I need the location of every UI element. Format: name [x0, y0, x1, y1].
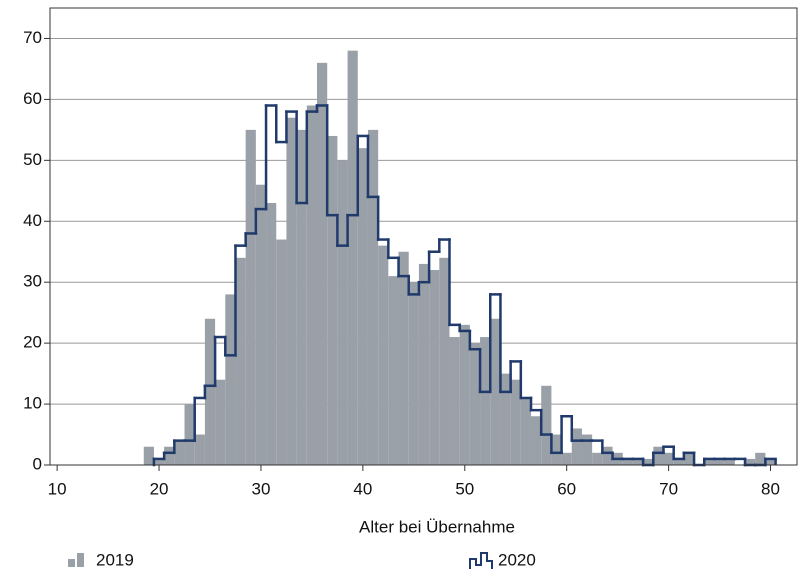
histogram-bar [367, 129, 379, 465]
histogram-bar [755, 452, 766, 465]
histogram-bar [266, 202, 277, 465]
histogram-bar [480, 337, 491, 465]
histogram-bar [225, 294, 236, 465]
histogram-bar [571, 428, 582, 465]
y-tick-label: 30 [23, 272, 42, 291]
histogram-bar [541, 385, 552, 465]
histogram-bar [143, 446, 154, 465]
histogram-bar [724, 458, 735, 465]
legend-icon [469, 552, 493, 569]
histogram-bar [245, 129, 256, 465]
histogram-bar [500, 373, 511, 465]
histogram-bar [653, 446, 664, 465]
x-tick-label: 70 [659, 479, 678, 498]
histogram-bar [184, 404, 195, 465]
plot-frame [49, 7, 798, 466]
histogram-bar [561, 452, 572, 465]
y-tick-label: 60 [23, 89, 42, 108]
histogram-bar [602, 446, 613, 465]
histogram-bar [204, 318, 216, 465]
histogram-bar [306, 105, 318, 465]
histogram-bar [673, 458, 684, 465]
legend-label: 2020 [498, 550, 536, 569]
histogram-bar [388, 276, 399, 465]
histogram-bar [347, 50, 358, 466]
histogram-bar [490, 318, 501, 465]
histogram-bar [622, 458, 633, 465]
x-tick-label: 30 [251, 479, 270, 498]
histogram-bar [632, 458, 644, 465]
histogram-bar [286, 117, 297, 466]
histogram-bar [398, 251, 409, 465]
histogram-bar [765, 458, 776, 465]
histogram-bar [449, 337, 460, 465]
histogram-bar [714, 458, 725, 465]
histogram-bar [683, 452, 695, 465]
histogram-bar [194, 434, 205, 465]
histogram-bar [408, 282, 419, 465]
x-tick-label: 60 [557, 479, 576, 498]
histogram-bar [378, 245, 389, 465]
x-tick-label: 50 [455, 479, 474, 498]
y-tick-label: 10 [23, 394, 42, 413]
x-tick-label: 40 [353, 479, 372, 498]
histogram-bar [581, 434, 593, 465]
histogram-bar [745, 458, 756, 465]
histogram-bar [663, 452, 674, 465]
histogram-bar [510, 379, 521, 465]
y-tick-label: 20 [23, 333, 42, 352]
histogram-bar [592, 452, 603, 465]
histogram-bar [296, 129, 307, 465]
histogram-bar [255, 184, 267, 465]
histogram-bar [439, 257, 450, 465]
x-axis-label: Alter bei Übernahme [359, 517, 515, 536]
histogram-bar [317, 62, 328, 466]
histogram-bar [551, 434, 562, 465]
legend-icon [68, 559, 75, 567]
histogram-bar [459, 324, 470, 465]
legend-label: 2019 [96, 550, 134, 569]
y-tick-label: 70 [23, 28, 42, 47]
x-tick-label: 20 [150, 479, 169, 498]
histogram-bar [153, 458, 165, 465]
x-tick-label: 80 [761, 479, 780, 498]
histogram-bar [215, 379, 226, 465]
histogram-bar [429, 270, 440, 465]
histogram-bar [174, 440, 185, 465]
histogram-bar [164, 446, 175, 465]
histogram-bar [418, 263, 430, 465]
y-tick-label: 0 [33, 454, 42, 473]
histogram-bar [235, 257, 246, 465]
histogram-bar [337, 160, 348, 466]
histogram-bar [327, 135, 338, 465]
histogram-bar [531, 416, 542, 465]
x-tick-label: 10 [48, 479, 67, 498]
legend-icon [77, 553, 84, 567]
histogram-bar [357, 148, 368, 465]
histogram-bar [276, 239, 287, 465]
y-tick-label: 40 [23, 211, 42, 230]
y-tick-label: 50 [23, 150, 42, 169]
histogram-bar [469, 343, 481, 465]
histogram-bar [643, 458, 654, 465]
histogram-bar [704, 458, 715, 465]
histogram-bar [520, 397, 532, 465]
